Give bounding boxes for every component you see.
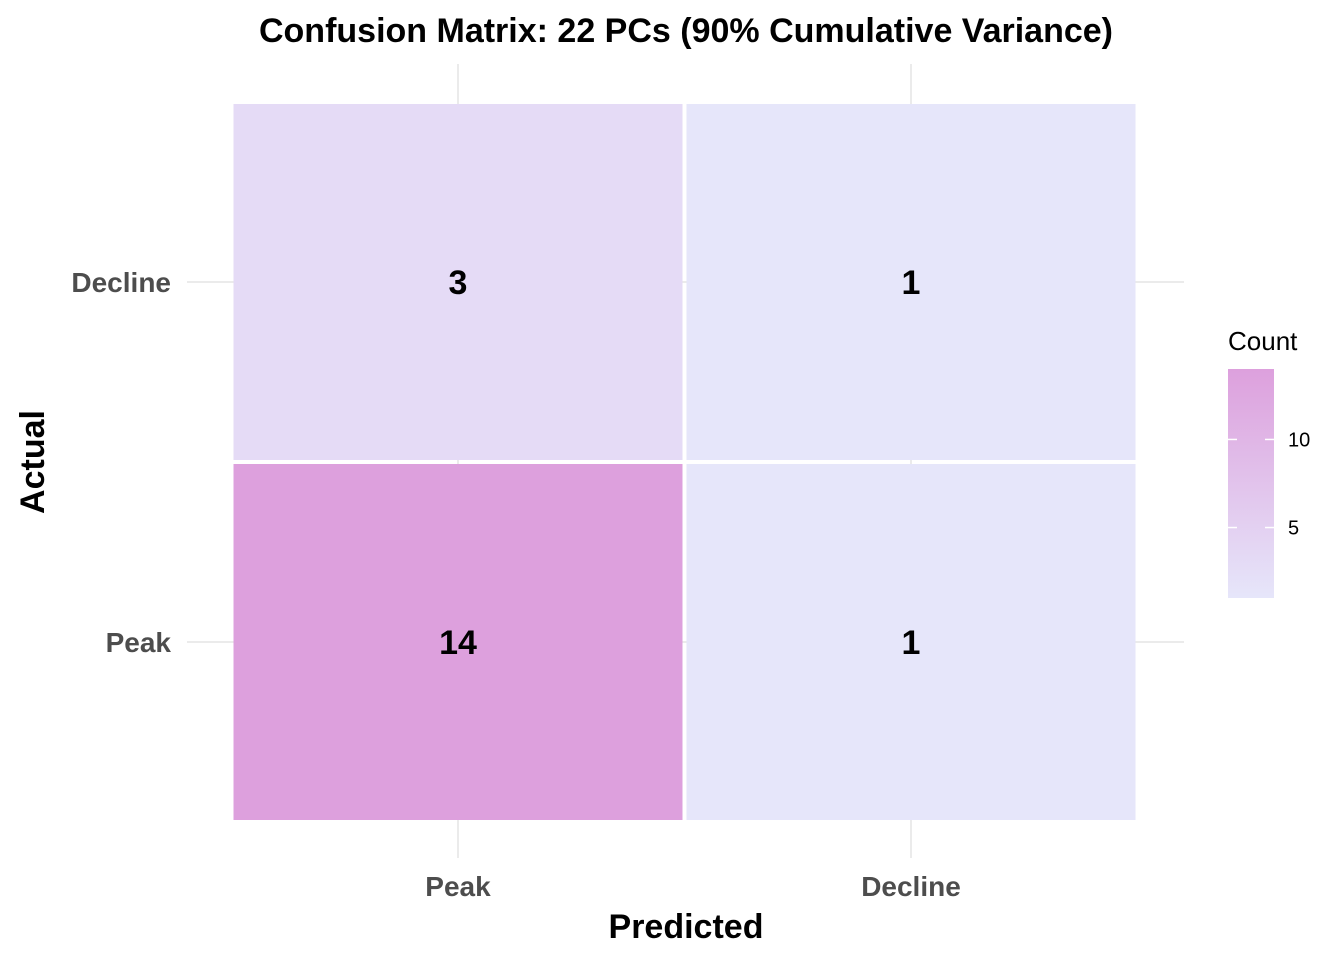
legend-colorbar <box>1228 369 1274 598</box>
x-tick-peak: Peak <box>425 871 491 902</box>
cell-decline-peak <box>233 104 683 460</box>
x-axis-title: Predicted <box>609 908 764 946</box>
cell-label-decline-peak: 3 <box>449 264 468 302</box>
y-tick-peak: Peak <box>106 627 172 658</box>
legend-title: Count <box>1228 326 1298 356</box>
y-axis-tick-labels: Peak Decline <box>71 267 171 658</box>
cell-decline-decline <box>686 104 1136 460</box>
legend-tick-label-10: 10 <box>1288 429 1310 451</box>
heatmap-cell-labels: 3 1 14 1 <box>439 264 920 662</box>
cell-label-decline-decline: 1 <box>902 264 921 302</box>
y-tick-decline: Decline <box>71 267 171 298</box>
chart-title: Confusion Matrix: 22 PCs (90% Cumulative… <box>259 12 1113 50</box>
cell-label-peak-decline: 1 <box>902 624 921 662</box>
x-axis-tick-labels: Peak Decline <box>425 871 961 902</box>
heatmap-cells <box>233 104 1136 820</box>
color-legend: Count 5 10 <box>1228 326 1310 598</box>
cell-peak-peak <box>233 464 683 820</box>
legend-ticks: 5 10 <box>1228 429 1310 540</box>
y-axis-title: Actual <box>14 410 52 514</box>
x-tick-decline: Decline <box>861 871 961 902</box>
cell-peak-decline <box>686 464 1136 820</box>
cell-label-peak-peak: 14 <box>439 624 477 662</box>
legend-tick-label-5: 5 <box>1288 518 1299 540</box>
